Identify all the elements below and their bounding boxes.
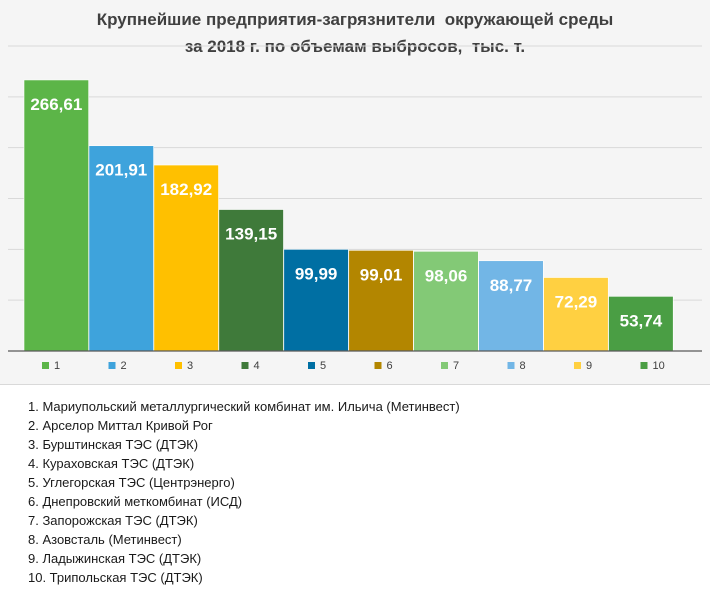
bar-3 bbox=[153, 164, 219, 352]
note-item: 8. Азовсталь (Метинвест) bbox=[28, 532, 182, 547]
legend-label-8: 8 bbox=[520, 360, 526, 372]
bar-chart: 266,61 201,91 182,92 139,15 99,99 99,01 98,06 8… bbox=[8, 45, 702, 372]
legend-swatch-10 bbox=[640, 362, 648, 369]
bar-7 bbox=[413, 251, 479, 352]
data-label-8: 88,77 bbox=[490, 276, 533, 295]
data-label-9: 72,29 bbox=[555, 293, 598, 312]
legend-label-1: 1 bbox=[54, 360, 60, 372]
notes-list: 1. Мариупольский металлургический комбин… bbox=[28, 397, 460, 587]
data-label-7: 98,06 bbox=[425, 266, 468, 285]
data-label-4: 139,15 bbox=[225, 225, 277, 244]
note-item: 10. Трипольская ТЭС (ДТЭК) bbox=[28, 570, 203, 585]
bar-6 bbox=[348, 250, 414, 352]
legend-label-5: 5 bbox=[320, 360, 326, 372]
note-item: 1. Мариупольский металлургический комбин… bbox=[28, 399, 460, 414]
data-label-6: 99,01 bbox=[360, 265, 403, 284]
legend: 1 2 3 4 5 6 7 8 9 10 bbox=[42, 360, 665, 372]
note-item: 9. Ладыжинская ТЭС (ДТЭК) bbox=[28, 551, 202, 566]
legend-swatch-7 bbox=[441, 362, 448, 369]
legend-swatch-9 bbox=[574, 362, 581, 369]
data-label-1: 266,61 bbox=[30, 95, 82, 114]
legend-swatch-6 bbox=[374, 362, 382, 369]
data-label-10: 53,74 bbox=[620, 311, 663, 330]
notes-panel: 1. Мариупольский металлургический комбин… bbox=[0, 384, 710, 601]
note-item: 3. Бурштинская ТЭС (ДТЭК) bbox=[28, 437, 199, 452]
data-label-5: 99,99 bbox=[295, 264, 338, 283]
legend-swatch-1 bbox=[42, 362, 49, 369]
bar-8 bbox=[478, 260, 544, 352]
note-item: 6. Днепровский меткомбинат (ИСД) bbox=[28, 494, 243, 509]
bar-10 bbox=[608, 296, 674, 352]
data-label-2: 201,91 bbox=[95, 161, 147, 180]
bar-2 bbox=[88, 145, 154, 352]
legend-swatch-8 bbox=[507, 362, 515, 369]
note-item: 5. Углегорская ТЭС (Центрэнерго) bbox=[28, 475, 235, 490]
legend-swatch-2 bbox=[108, 362, 116, 369]
note-item: 4. Кураховская ТЭС (ДТЭК) bbox=[28, 456, 195, 471]
legend-label-4: 4 bbox=[254, 360, 260, 372]
note-item: 7. Запорожская ТЭС (ДТЭК) bbox=[28, 513, 198, 528]
note-item: 2. Арселор Миттал Кривой Рог bbox=[28, 418, 213, 433]
legend-swatch-4 bbox=[241, 362, 249, 369]
data-labels: 266,61 201,91 182,92 139,15 99,99 99,01 98,06 8… bbox=[30, 95, 662, 330]
data-label-3: 182,92 bbox=[160, 180, 212, 199]
bar-9 bbox=[543, 277, 609, 352]
legend-swatch-5 bbox=[308, 362, 315, 369]
bar-1 bbox=[23, 79, 89, 352]
legend-label-10: 10 bbox=[653, 360, 665, 372]
bars bbox=[23, 79, 674, 352]
chart-title-line-1: Крупнейшие предприятия-загрязнители окру… bbox=[96, 10, 614, 29]
bar-4 bbox=[218, 209, 284, 352]
legend-label-2: 2 bbox=[121, 360, 127, 372]
legend-label-7: 7 bbox=[453, 360, 459, 372]
legend-label-9: 9 bbox=[586, 360, 592, 372]
legend-label-6: 6 bbox=[387, 360, 393, 372]
legend-label-3: 3 bbox=[187, 360, 193, 372]
legend-swatch-3 bbox=[175, 362, 182, 369]
